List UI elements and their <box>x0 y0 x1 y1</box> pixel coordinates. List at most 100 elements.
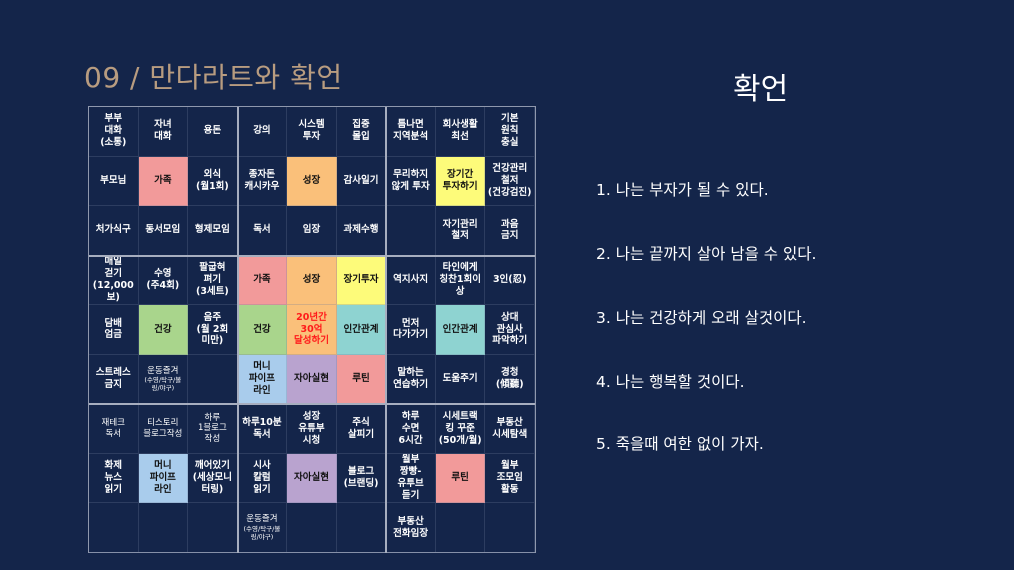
mandalart-cell: 용돈 <box>188 107 238 157</box>
mandalart-cell: 기본 원칙 충실 <box>485 107 535 157</box>
mandalart-cell: 성장 유튜부 시청 <box>287 404 337 454</box>
mandalart-cell: 임장 <box>287 206 337 256</box>
mandalart-cell-text: 스트레스 금지 <box>95 367 131 391</box>
mandalart-cell-text: 도움주기 <box>442 373 478 385</box>
mandalart-cell: 장기간 투자하기 <box>435 156 486 207</box>
mandalart-cell-text: 건강 <box>154 323 172 335</box>
mandalart-cell-text: 깨어있기 (세상모니 터링) <box>192 460 233 496</box>
mandalart-cell: 하루 수면 6시간 <box>386 404 436 454</box>
mandalart-cell-text: 자기관리 철저 <box>442 218 478 242</box>
mandalart-cell-text: 감사일기 <box>343 174 379 186</box>
mandalart-cell: 20년간 30억 달성하기 <box>287 305 337 355</box>
mandalart-cell: 담배 엄금 <box>89 305 139 355</box>
mandalart-cell-text: 자아실현 <box>294 472 329 484</box>
mandalart-cell-text: 매일 걷기 (12,000보) <box>92 256 134 303</box>
mandalart-cell: 운동즐겨 (수영/탁구/볼 링/야구) <box>138 354 189 405</box>
mandalart-cell-text: 과음 금지 <box>500 218 519 242</box>
mandalart-cell-text: 말하는 연습하기 <box>393 367 429 391</box>
mandalart-cell-text: 종자돈 캐시카우 <box>244 168 280 192</box>
mandalart-cell: 매일 걷기 (12,000보) <box>89 255 139 306</box>
mandalart-cell-text: 월부 짱빵- 유투브 듣기 <box>397 454 424 502</box>
mandalart-cell-text: 가족 <box>253 273 271 285</box>
block-divider-vertical <box>385 107 388 553</box>
mandalart-cell-text: 무리하지 않게 투자 <box>391 168 430 192</box>
affirmation-item: 2. 나는 끝까지 살아 남을 수 있다. <box>596 245 817 263</box>
affirmation-item: 1. 나는 부자가 될 수 있다. <box>596 181 769 199</box>
mandalart-cell-text: 자아실현 <box>294 373 329 385</box>
mandalart-cell: 역지사지 <box>386 255 436 306</box>
mandalart-cell-text: 하루10분 독서 <box>242 416 282 440</box>
mandalart-cell-text: 주식 살피기 <box>347 416 375 440</box>
mandalart-cell <box>485 503 535 553</box>
mandalart-cell-text: 운동즐겨 <box>246 514 278 525</box>
mandalart-cell-text: 담배 엄금 <box>104 317 123 341</box>
mandalart-cell-text: 상대 관심사 파악하기 <box>492 311 528 347</box>
mandalart-cell: 월부 짱빵- 유투브 듣기 <box>386 453 436 504</box>
mandalart-cell: 자녀 대화 <box>138 107 189 157</box>
slide-title: 09 / 만다라트와 확언 <box>84 61 343 94</box>
mandalart-cell: 재테크 독서 <box>89 404 139 454</box>
mandalart-cell-subtext: (수영/탁구/볼 링/야구) <box>243 524 281 542</box>
mandalart-cell-text: 틈나면 지역분석 <box>393 119 429 143</box>
mandalart-cell-text: 부모님 <box>100 174 127 186</box>
mandalart-cell: 건강 <box>237 305 288 355</box>
mandalart-cell: 과음 금지 <box>485 206 535 256</box>
mandalart-cell-text: 티스토리 블로그작성 <box>143 417 183 439</box>
mandalart-cell <box>386 206 436 256</box>
mandalart-cell: 집중 몰입 <box>336 107 387 157</box>
mandalart-cell: 가족 <box>237 255 288 306</box>
mandalart-cell-text: 용돈 <box>203 125 222 137</box>
mandalart-cell-text: 시사 칼럼 읽기 <box>253 460 271 496</box>
mandalart-cell-text: 재테크 독서 <box>101 417 125 439</box>
mandalart-cell-text: 시스템 투자 <box>298 119 325 143</box>
mandalart-cell: 과제수행 <box>336 206 387 256</box>
mandalart-cell-text: 먼저 다가가기 <box>393 317 429 341</box>
mandalart-cell: 감사일기 <box>336 156 387 207</box>
mandalart-cell-text: 성장 <box>302 273 321 285</box>
mandalart-cell-text: 역지사지 <box>393 273 429 285</box>
mandalart-cell-text: 3인(忍) <box>492 273 527 285</box>
mandalart-cell: 상대 관심사 파악하기 <box>485 305 535 355</box>
mandalart-cell-text: 수영 (주4회) <box>146 268 180 291</box>
mandalart-cell-text: 경청 (傾聽) <box>495 367 524 391</box>
mandalart-cell: 부동산 시세탐색 <box>485 404 535 454</box>
mandalart-cell: 음주 (월 2회 미만) <box>188 305 238 355</box>
mandalart-cell: 형제모임 <box>188 206 238 256</box>
mandalart-cell-subtext: (수영/탁구/볼 링/야구) <box>144 376 182 393</box>
mandalart-cell: 부부 대화 (소통) <box>89 107 139 157</box>
mandalart-cell: 강의 <box>237 107 288 157</box>
mandalart-cell: 먼저 다가가기 <box>386 305 436 355</box>
mandalart-cell: 자아실현 <box>287 354 337 405</box>
mandalart-cell-text: 집중 몰입 <box>352 119 370 143</box>
mandalart-cell: 자기관리 철저 <box>435 206 486 256</box>
mandalart-cell-text: 하루 수면 6시간 <box>398 410 423 446</box>
mandalart-cell-text: 건강 <box>253 323 271 335</box>
mandalart-cell: 머니 파이프 라인 <box>138 453 189 504</box>
mandalart-cell: 월부 조모임 활동 <box>485 453 535 504</box>
mandalart-cell-text: 부동산 시세탐색 <box>492 416 528 440</box>
mandalart-cell: 루틴 <box>336 354 387 405</box>
mandalart-cell-text: 과제수행 <box>343 224 379 236</box>
mandalart-cell-text: 타인에게 칭찬1회이 상 <box>439 262 481 297</box>
mandalart-cell-text: 성장 <box>302 174 321 186</box>
mandalart-cell: 팔굽혀 펴기 (3세트) <box>188 255 238 306</box>
mandalart-cell: 루틴 <box>435 453 486 504</box>
mandalart-cell: 하루10분 독서 <box>237 404 288 454</box>
mandalart-cell: 성장 <box>287 255 337 306</box>
mandalart-cell: 주식 살피기 <box>336 404 387 454</box>
affirmation-item: 4. 나는 행복할 것이다. <box>596 373 745 391</box>
mandalart-cell-text: 음주 (월 2회 미만) <box>196 311 229 347</box>
mandalart-cell: 무리하지 않게 투자 <box>386 156 436 207</box>
mandalart-cell: 도움주기 <box>435 354 486 405</box>
mandalart-cell-text: 블로그 (브랜딩) <box>343 466 379 490</box>
mandalart-cell: 타인에게 칭찬1회이 상 <box>435 255 486 306</box>
mandalart-cell-text: 부동산 전화임장 <box>393 515 429 539</box>
mandalart-cell: 시사 칼럼 읽기 <box>237 453 288 504</box>
mandalart-cell-text: 하루 1블로그 작성 <box>197 412 227 444</box>
mandalart-cell <box>89 503 139 553</box>
mandalart-cell: 시세트랙 킹 꾸준 (50개/월) <box>435 404 486 454</box>
mandalart-cell <box>188 503 238 553</box>
mandalart-cell <box>188 354 238 405</box>
mandalart-cell: 블로그 (브랜딩) <box>336 453 387 504</box>
mandalart-cell-text: 건강관리 철저 (건강검진) <box>487 163 532 198</box>
